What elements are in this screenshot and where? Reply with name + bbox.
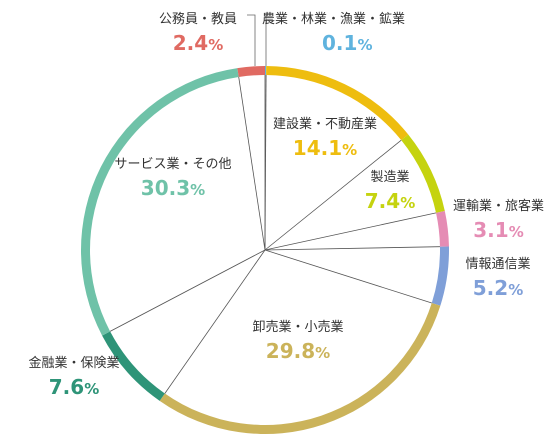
slice-name-finance: 金融業・保険業 bbox=[28, 356, 120, 371]
slice-divider-finance bbox=[109, 249, 266, 332]
slice-name-transport: 運輸業・旅客業 bbox=[452, 199, 544, 214]
label-retail: 卸売業・小売業 29.8% bbox=[243, 321, 353, 361]
pie-slice-manufacturing bbox=[401, 134, 445, 213]
slice-value-agriculture: 0.1% bbox=[322, 31, 373, 55]
slice-value-retail: 29.8% bbox=[265, 339, 331, 363]
slice-value-construction: 14.1% bbox=[292, 136, 358, 160]
label-service: サービス業・その他 30.3% bbox=[108, 158, 238, 198]
slice-divider-it bbox=[264, 249, 432, 304]
slice-value-public: 2.4% bbox=[172, 31, 224, 55]
slice-name-it: 情報通信業 bbox=[465, 257, 531, 272]
slice-divider-construction bbox=[264, 139, 402, 251]
leader-line-public bbox=[247, 14, 256, 66]
slice-value-service: 30.3% bbox=[140, 176, 206, 200]
slice-name-agriculture: 農業・林業・漁業・鉱業 bbox=[262, 12, 406, 27]
label-public: 公務員・教員 2.4% bbox=[148, 13, 248, 53]
slice-name-service: サービス業・その他 bbox=[114, 157, 232, 172]
slice-name-construction: 建設業・不動産業 bbox=[272, 117, 377, 132]
label-it: 情報通信業 5.2% bbox=[449, 258, 547, 298]
slice-value-finance: 7.6% bbox=[48, 375, 100, 399]
label-transport: 運輸業・旅客業 3.1% bbox=[446, 200, 551, 240]
pie-slice-transport bbox=[436, 210, 449, 247]
slice-name-manufacturing: 製造業 bbox=[370, 170, 410, 185]
pie-slice-public bbox=[237, 66, 265, 77]
label-agriculture: 農業・林業・漁業・鉱業 0.1% bbox=[262, 13, 405, 53]
slice-divider-manufacturing bbox=[264, 212, 437, 251]
slice-name-public: 公務員・教員 bbox=[158, 12, 237, 27]
slice-divider-retail bbox=[164, 249, 266, 394]
pie-slice-service bbox=[81, 68, 239, 336]
label-construction: 建設業・不動産業 14.1% bbox=[270, 118, 380, 158]
pie-slice-construction bbox=[266, 66, 409, 141]
pie-slice-it bbox=[431, 246, 449, 306]
slice-value-transport: 3.1% bbox=[473, 218, 524, 242]
slice-divider-transport bbox=[264, 246, 440, 251]
label-manufacturing: 製造業 7.4% bbox=[360, 171, 420, 211]
slice-value-manufacturing: 7.4% bbox=[364, 189, 416, 213]
slice-name-retail: 卸売業・小売業 bbox=[252, 320, 344, 335]
label-finance: 金融業・保険業 7.6% bbox=[18, 357, 130, 397]
slice-value-it: 5.2% bbox=[472, 276, 524, 300]
pie-slice-finance bbox=[102, 331, 165, 401]
pie-slice-agriculture bbox=[265, 66, 267, 76]
slice-divider-service bbox=[238, 76, 266, 251]
